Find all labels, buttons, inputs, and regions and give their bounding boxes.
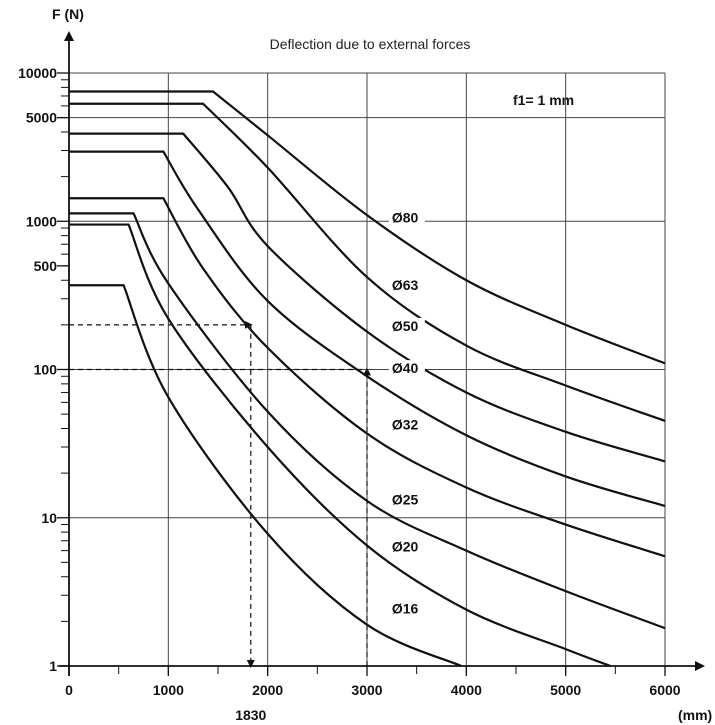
y-tick-labels: 1 10 100 500 1000 5000 10000 xyxy=(18,65,57,674)
x-tick-label: 0 xyxy=(65,682,73,698)
y-tick-label: 1000 xyxy=(26,213,57,229)
curve-label-2: Ø50 xyxy=(392,318,419,334)
curve-0 xyxy=(69,90,666,365)
curve-2 xyxy=(69,132,666,463)
curve-1 xyxy=(69,102,666,422)
x-tick-label: 3000 xyxy=(351,682,382,698)
curve-label-bg xyxy=(388,317,425,334)
curve-label-bg xyxy=(388,538,425,555)
y-axis-label: F (N) xyxy=(52,6,84,22)
curve-label-bg xyxy=(388,360,425,377)
chart-title: Deflection due to external forces xyxy=(270,36,471,52)
minor-ticks xyxy=(57,72,666,676)
x-tick-label: 5000 xyxy=(550,682,581,698)
x-tick-label: 4000 xyxy=(451,682,482,698)
curve-label-6: Ø20 xyxy=(392,539,419,555)
curve-label-0: Ø80 xyxy=(392,209,419,225)
y-tick-label: 5000 xyxy=(26,110,57,126)
curve-label-bg xyxy=(388,491,425,508)
curve-label-bg xyxy=(388,209,425,226)
curve-7 xyxy=(69,284,462,668)
grid xyxy=(69,72,666,666)
curve-labels: Ø80 Ø63 Ø50 Ø40 Ø32 Ø25 Ø20 Ø16 xyxy=(388,209,425,617)
x-axis-label: (mm) xyxy=(678,707,712,723)
y-tick-label: 10000 xyxy=(18,65,57,81)
curve-label-7: Ø16 xyxy=(392,600,419,616)
ref-axis-label-1830: 1830 xyxy=(235,707,266,723)
chart-annotation: f1= 1 mm xyxy=(513,92,574,108)
y-tick-label: 500 xyxy=(34,258,58,274)
curve-label-5: Ø25 xyxy=(392,491,419,507)
x-tick-label: 1000 xyxy=(153,682,184,698)
x-tick-label: 6000 xyxy=(649,682,680,698)
curve-label-bg xyxy=(388,600,425,617)
y-tick-label: 10 xyxy=(41,510,57,526)
curve-6 xyxy=(69,223,611,668)
curve-label-bg xyxy=(388,276,425,293)
curve-4 xyxy=(69,197,666,558)
y-tick-label: 100 xyxy=(34,362,58,378)
axes xyxy=(59,31,705,676)
curve-label-4: Ø32 xyxy=(392,416,419,432)
curve-label-bg xyxy=(388,416,425,433)
x-tick-labels: 0 1000 2000 3000 4000 5000 6000 xyxy=(65,682,681,698)
x-tick-label: 2000 xyxy=(252,682,283,698)
curve-label-3: Ø40 xyxy=(392,360,419,376)
curve-label-1: Ø63 xyxy=(392,277,419,293)
reference-lines: 1830 xyxy=(69,320,371,723)
y-tick-label: 1 xyxy=(49,658,57,674)
